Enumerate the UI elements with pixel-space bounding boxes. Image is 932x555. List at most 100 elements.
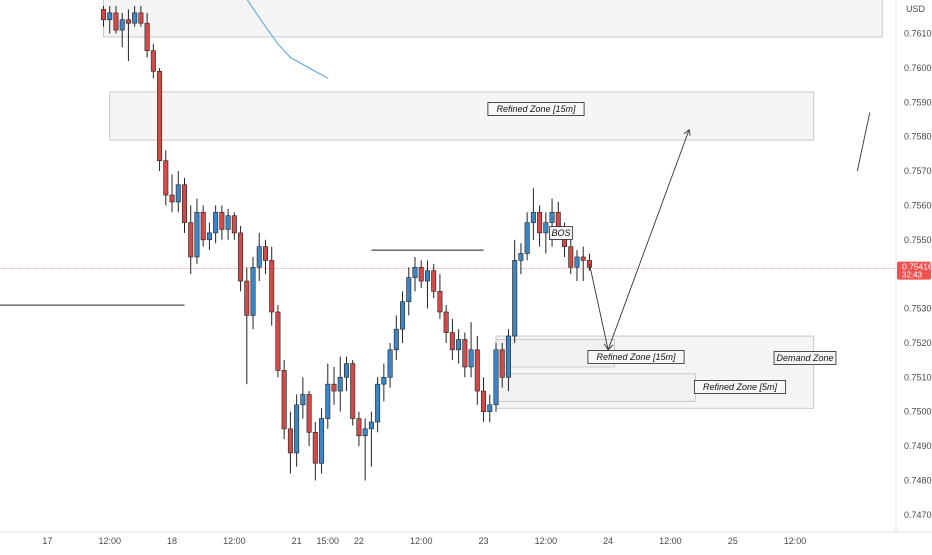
candle[interactable] <box>188 205 194 275</box>
candle[interactable] <box>449 318 455 361</box>
candle[interactable] <box>462 332 468 378</box>
candle[interactable] <box>487 394 493 422</box>
candle[interactable] <box>300 377 306 419</box>
candle[interactable] <box>175 171 181 213</box>
refined-zone-15m-upper[interactable] <box>109 91 815 141</box>
candle[interactable] <box>393 315 399 361</box>
candle[interactable] <box>518 243 524 275</box>
candle[interactable] <box>499 342 505 388</box>
candle[interactable] <box>219 205 225 240</box>
candle[interactable] <box>368 411 374 467</box>
candle[interactable] <box>568 239 574 275</box>
candle[interactable] <box>387 342 393 388</box>
candle[interactable] <box>580 246 586 282</box>
candle[interactable] <box>250 256 256 330</box>
candle[interactable] <box>437 274 443 319</box>
candle[interactable] <box>412 256 418 292</box>
candle[interactable] <box>144 12 150 58</box>
candle[interactable] <box>163 150 169 206</box>
candle[interactable] <box>294 394 300 467</box>
x-tick-labels: 17 12:00 18 12:00 21 15:00 22 12:00 23 12:00 24 12:… <box>42 536 806 546</box>
candle[interactable] <box>275 305 281 378</box>
candle[interactable] <box>331 366 337 405</box>
candle[interactable] <box>343 356 349 392</box>
candle[interactable] <box>574 250 580 282</box>
candle[interactable] <box>107 6 113 34</box>
candle[interactable] <box>113 6 119 34</box>
candle[interactable] <box>269 246 275 326</box>
candle[interactable] <box>206 222 212 251</box>
refined-zone-5m-label[interactable]: Refined Zone [5m] <box>693 380 787 394</box>
candle[interactable] <box>262 239 268 275</box>
candle[interactable] <box>375 377 381 433</box>
candle[interactable] <box>524 212 530 261</box>
candle[interactable] <box>150 43 156 79</box>
candle[interactable] <box>169 174 175 213</box>
currency-label: USD <box>906 4 926 14</box>
candle[interactable] <box>325 363 331 429</box>
candle[interactable] <box>256 232 262 282</box>
candle[interactable] <box>443 305 449 343</box>
candle[interactable] <box>543 212 549 254</box>
candle[interactable] <box>456 329 462 364</box>
candle[interactable] <box>406 267 412 316</box>
candle-body <box>181 184 187 223</box>
candle[interactable] <box>287 411 293 474</box>
candle[interactable] <box>319 408 325 474</box>
candle[interactable] <box>306 391 312 447</box>
candle[interactable] <box>512 239 518 343</box>
demand-zone-label-text: Demand Zone <box>776 353 833 363</box>
refined-zone-15m-lower-label[interactable]: Refined Zone [15m] <box>587 350 685 364</box>
candle[interactable] <box>362 418 368 481</box>
trend-ray[interactable] <box>856 112 871 172</box>
candle[interactable] <box>586 253 592 271</box>
candle-body <box>343 363 349 378</box>
candle[interactable] <box>400 291 406 343</box>
bos-label[interactable]: BOS <box>549 226 573 240</box>
candle[interactable] <box>424 260 430 309</box>
candle[interactable] <box>157 67 163 172</box>
candle[interactable] <box>281 360 287 440</box>
candle[interactable] <box>194 198 200 264</box>
candle[interactable] <box>231 212 237 240</box>
candle[interactable] <box>381 363 387 402</box>
refined-zone-5m[interactable] <box>495 373 696 402</box>
candle[interactable] <box>418 260 424 288</box>
candle[interactable] <box>238 226 244 292</box>
top-zone[interactable] <box>103 0 883 38</box>
candle[interactable] <box>225 208 231 240</box>
candle-body <box>200 211 206 241</box>
refined-zone-15m-upper-label[interactable]: Refined Zone [15m] <box>487 102 585 116</box>
candle[interactable] <box>132 6 138 27</box>
x-tick-label: 22 <box>354 536 364 546</box>
candle[interactable] <box>505 329 511 392</box>
candle[interactable] <box>312 421 318 481</box>
candle[interactable] <box>200 205 206 247</box>
candle[interactable] <box>350 360 356 426</box>
candle[interactable] <box>356 411 362 447</box>
candle[interactable] <box>474 336 480 405</box>
candle[interactable] <box>537 205 543 247</box>
candle[interactable] <box>138 6 144 27</box>
candle[interactable] <box>337 356 343 412</box>
candle[interactable] <box>213 205 219 244</box>
candle[interactable] <box>125 9 131 62</box>
candle[interactable] <box>481 377 487 422</box>
x-tick-label: 12:00 <box>98 536 121 546</box>
demand-zone-label[interactable]: Demand Zone <box>773 351 837 365</box>
candle[interactable] <box>181 177 187 233</box>
refined-zone-15m-lower-label-text: Refined Zone [15m] <box>596 352 676 362</box>
candle[interactable] <box>431 263 437 299</box>
candle[interactable] <box>530 188 536 240</box>
zone-labels-layer: Refined Zone [15m] Refined Zone [15m] Refi… <box>487 102 837 394</box>
candle-body <box>524 222 530 254</box>
projection-path[interactable] <box>589 129 690 352</box>
drawings-layer <box>589 112 871 352</box>
candle[interactable] <box>119 12 125 48</box>
candle[interactable] <box>101 6 107 27</box>
candle[interactable] <box>244 267 250 385</box>
candle[interactable] <box>468 322 474 378</box>
candle[interactable] <box>493 342 499 412</box>
